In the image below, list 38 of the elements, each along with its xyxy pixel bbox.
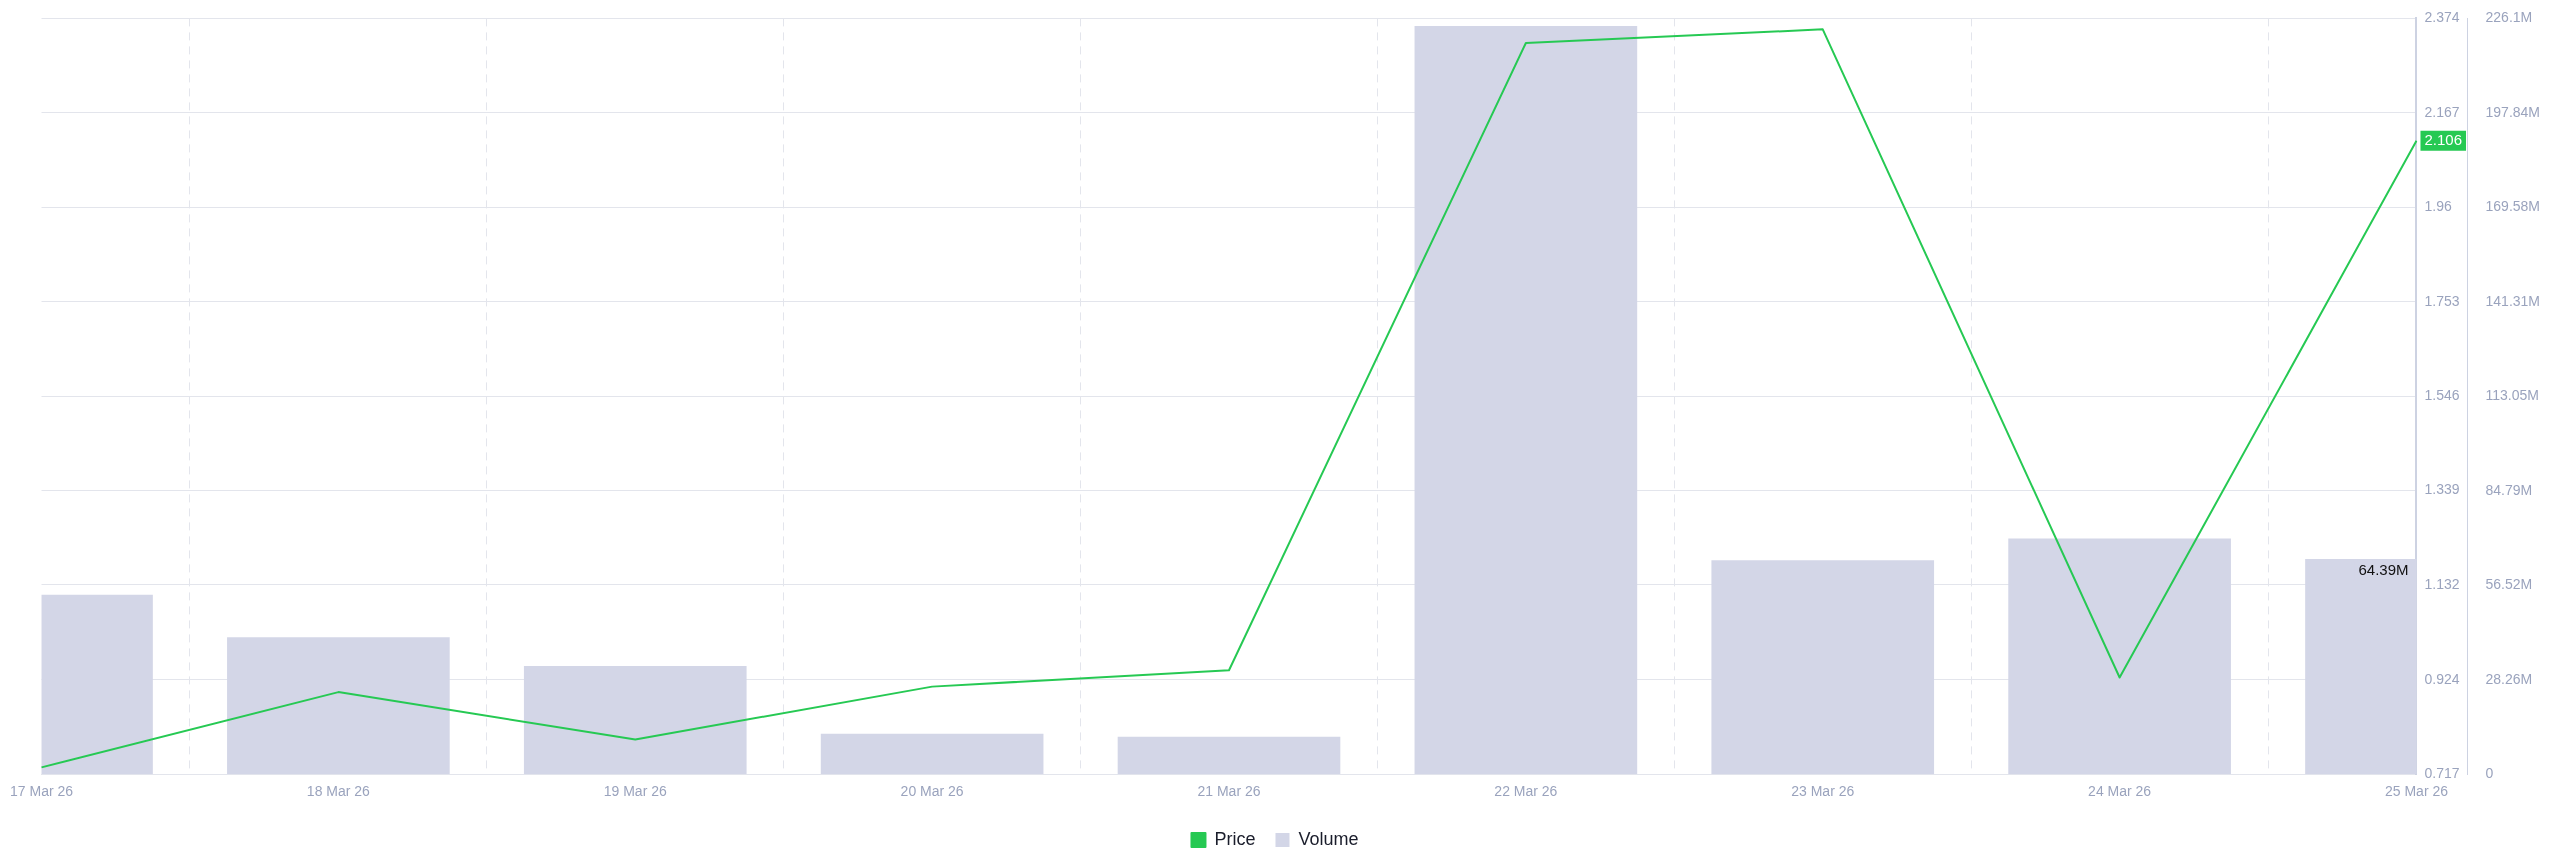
x-tick-label: 23 Mar 26 — [1791, 783, 1855, 800]
bar — [1711, 560, 1935, 775]
data-label: 2.106 — [2424, 130, 2463, 148]
y-tick-label: 2.167 — [2424, 103, 2460, 120]
y2-tick-label: 28.26M — [2485, 670, 2533, 687]
x-tick-label: 19 Mar 26 — [603, 783, 667, 800]
legend-label: Volume — [1298, 828, 1359, 849]
bar — [523, 665, 747, 775]
y2-tick-label: 0 — [2485, 765, 2494, 782]
y2-tick-label: 141.31M — [2485, 292, 2540, 309]
y2-tick-label: 113.05M — [2485, 387, 2539, 404]
x-tick-label: 22 Mar 26 — [1494, 783, 1558, 800]
y2-tick-label: 226.1M — [2485, 9, 2533, 26]
data-label: 64.39M — [2358, 561, 2409, 579]
bar — [1117, 736, 1341, 775]
x-tick-label: 24 Mar 26 — [2088, 783, 2152, 800]
x-tick-label: 21 Mar 26 — [1197, 783, 1261, 800]
bar — [1414, 26, 1638, 775]
bar — [820, 733, 1044, 775]
y2-tick-label: 84.79M — [2485, 481, 2533, 498]
y2-tick-label: 197.84M — [2485, 103, 2540, 120]
y-tick-label: 1.132 — [2424, 575, 2460, 592]
bar — [2008, 538, 2231, 775]
y2-tick-label: 169.58M — [2485, 198, 2540, 215]
y-tick-label: 0.717 — [2424, 765, 2460, 782]
x-tick-label: 17 Mar 26 — [9, 783, 74, 800]
bar — [227, 637, 450, 775]
legend-label: Price — [1214, 828, 1256, 849]
y2-tick-label: 56.52M — [2485, 576, 2533, 593]
x-tick-label: 18 Mar 26 — [306, 783, 371, 800]
y-tick-label: 1.96 — [2424, 198, 2452, 215]
x-tick-label: 20 Mar 26 — [900, 783, 964, 800]
y-tick-label: 0.924 — [2424, 670, 2460, 687]
x-tick-label: 25 Mar 26 — [2384, 783, 2449, 800]
y-tick-label: 1.753 — [2424, 292, 2460, 309]
y-tick-label: 1.546 — [2424, 386, 2460, 403]
y-tick-label: 1.339 — [2424, 481, 2460, 498]
y-tick-label: 2.374 — [2424, 9, 2460, 26]
